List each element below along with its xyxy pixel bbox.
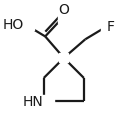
Text: HN: HN — [23, 94, 44, 108]
Text: F: F — [107, 20, 115, 34]
Text: HO: HO — [2, 17, 24, 31]
Bar — [101, 21, 112, 33]
Bar — [58, 11, 70, 23]
Text: O: O — [58, 3, 69, 17]
Bar — [14, 18, 34, 30]
Bar — [34, 95, 54, 107]
Bar — [59, 54, 68, 63]
